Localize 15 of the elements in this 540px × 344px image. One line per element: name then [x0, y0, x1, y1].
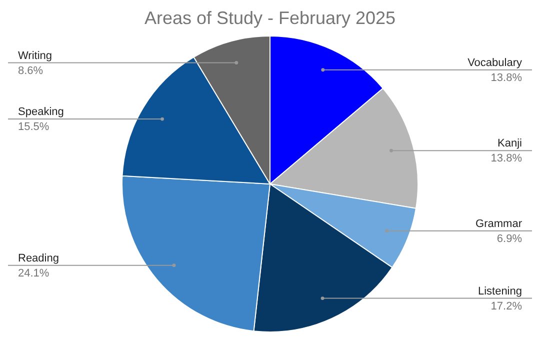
data-label: 8.6% [18, 64, 44, 77]
chart-title: Areas of Study - February 2025 [144, 8, 396, 28]
slice-label: Reading [18, 252, 59, 264]
slice-label: Grammar [476, 218, 522, 230]
slice-label: Writing [18, 50, 52, 62]
slice-label: Speaking [18, 106, 64, 118]
data-label: 6.9% [496, 232, 522, 245]
data-label: 17.2% [490, 300, 522, 312]
data-label: 24.1% [18, 267, 50, 280]
data-label: 15.5% [18, 121, 50, 134]
slice-label: Listening [478, 285, 522, 298]
slice-label: Kanji [498, 138, 522, 150]
slice-label: Vocabulary [468, 56, 522, 69]
data-label: 13.8% [490, 72, 522, 84]
data-label: 13.8% [490, 152, 522, 165]
